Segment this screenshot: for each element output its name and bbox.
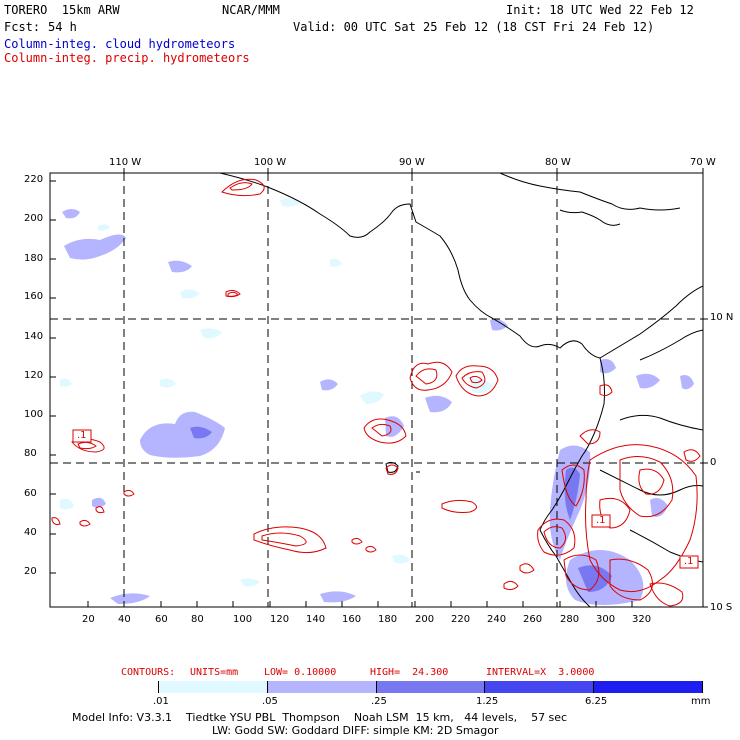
y-tick-label: 180 [24,253,44,264]
x-tick-label: 120 [270,614,290,625]
x-tick-label: 200 [415,614,435,625]
model-title: TORERO 15km ARW [4,3,120,17]
y-tick-label: 40 [24,527,37,538]
y-tick-label: 220 [24,174,44,185]
precip-contours [51,178,701,607]
axis-ticks [50,168,708,608]
colorbar-segment [377,681,485,693]
lon-label: 70 W [690,157,716,168]
legend-precip: Column-integ. precip. hydrometeors [4,51,250,65]
x-tick-label: 140 [306,614,326,625]
contours-interval: INTERVAL=X 3.0000 [486,667,595,678]
contours-units: UNITS=mm [190,667,239,678]
colorbar-segment [268,681,377,693]
cloud-shading [60,198,694,605]
contours-label: CONTOURS: [121,667,176,678]
x-tick-label: 280 [560,614,580,625]
colorbar-label: 1.25 [476,696,499,707]
y-tick-label: 100 [24,409,44,420]
coastlines [219,173,703,607]
x-tick-label: 260 [523,614,543,625]
lat-label: 10 S [710,602,733,613]
model-info: Model Info: V3.3.1 Tiedtke YSU PBL Thomp… [72,711,568,724]
y-tick-label: 160 [24,291,44,302]
org-label: NCAR/MMM [222,3,280,17]
legend-cloud: Column-integ. cloud hydrometeors [4,37,236,51]
colorbar-segment [594,681,703,693]
x-tick-label: 100 [233,614,253,625]
contours-high: HIGH= 24.300 [370,667,449,678]
y-tick-label: 20 [24,566,37,577]
contour-label-boxes [72,429,699,569]
lat-label: 10 N [710,312,734,323]
lon-label: 100 W [254,157,287,168]
init-time: Init: 18 UTC Wed 22 Feb 12 [506,3,694,17]
colorbar-label: .05 [262,696,278,707]
contours-low: LOW= 0.10000 [264,667,337,678]
lon-label: 80 W [545,157,571,168]
colorbar-label: .25 [371,696,387,707]
colorbar-label: 6.25 [585,696,608,707]
y-tick-label: 140 [24,331,44,342]
contour-label: .1 [77,430,87,441]
x-tick-label: 40 [118,614,131,625]
x-tick-label: 240 [487,614,507,625]
y-tick-label: 80 [24,448,37,459]
x-tick-label: 80 [191,614,204,625]
x-tick-label: 160 [342,614,362,625]
valid-time: Valid: 00 UTC Sat 25 Feb 12 (18 CST Fri … [293,20,655,34]
x-tick-label: 300 [596,614,616,625]
x-tick-label: 180 [378,614,398,625]
lon-label: 110 W [109,157,142,168]
x-tick-label: 220 [451,614,471,625]
model-physics: LW: Godd SW: Goddard DIFF: simple KM: 2D… [212,724,499,737]
colorbar-segment [485,681,594,693]
y-tick-label: 60 [24,488,37,499]
contour-label: .1 [596,515,606,526]
contour-label: .1 [684,556,694,567]
colorbar-segment [50,681,159,693]
plot-frame [49,172,704,608]
x-tick-label: 320 [632,614,652,625]
forecast-hour: 54 h [48,20,77,34]
colorbar-segment [159,681,268,693]
lat-label: 0 [710,457,717,468]
x-tick-label: 20 [82,614,95,625]
grid-lines [50,173,703,607]
colorbar-label: .01 [153,696,169,707]
y-tick-label: 200 [24,213,44,224]
x-tick-label: 60 [155,614,168,625]
colorbar-unit: mm [691,696,711,707]
lon-label: 90 W [399,157,425,168]
forecast-label: Fcst: [4,20,41,34]
y-tick-label: 120 [24,370,44,381]
